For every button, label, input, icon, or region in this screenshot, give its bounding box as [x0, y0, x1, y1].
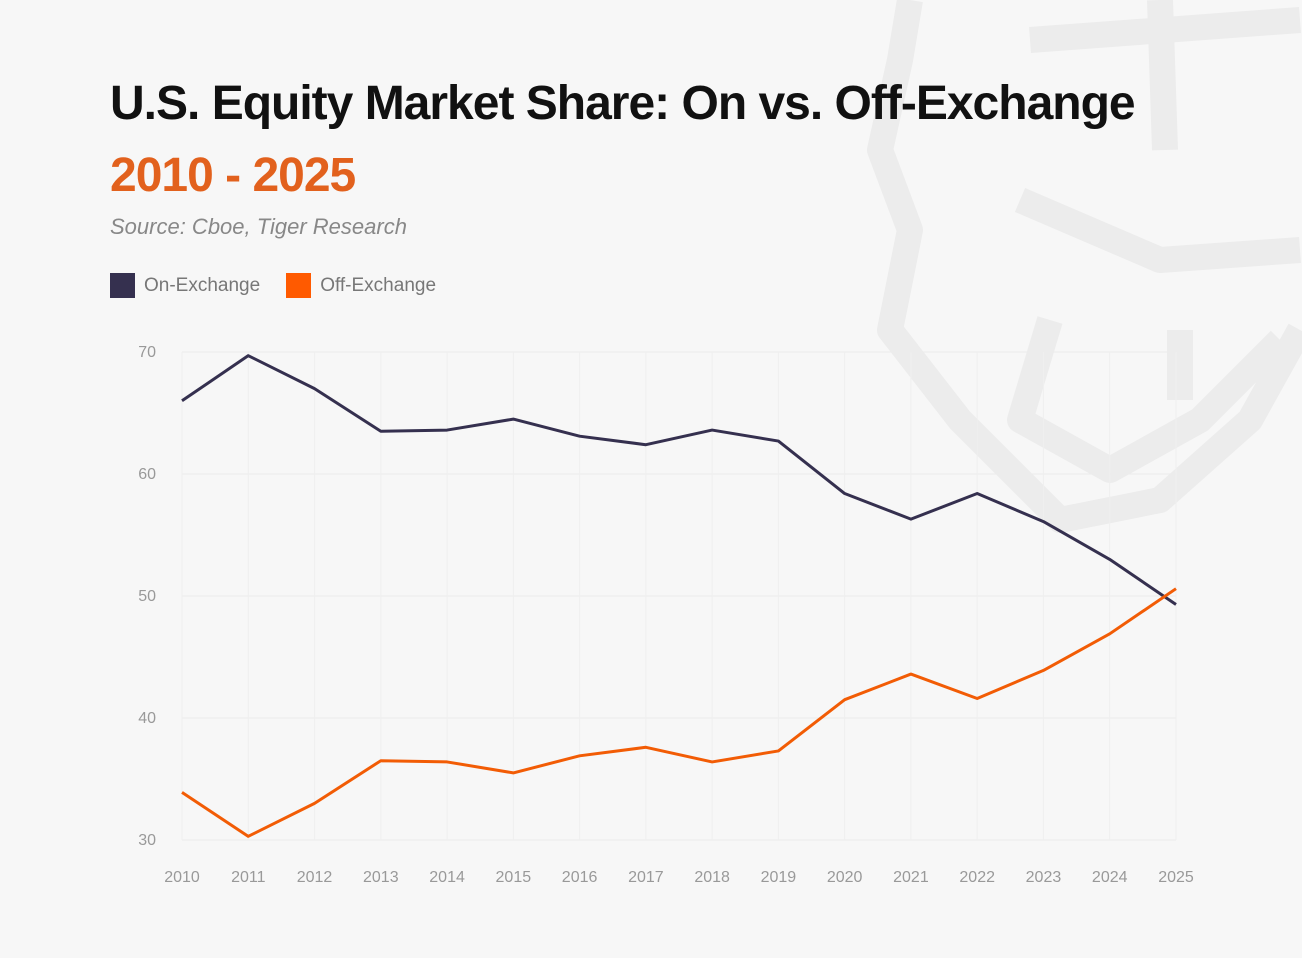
x-tick-label: 2011 — [231, 869, 266, 886]
x-tick-label: 2019 — [761, 869, 797, 886]
x-tick-label: 2012 — [297, 869, 333, 886]
x-tick-label: 2014 — [429, 869, 465, 886]
legend-item-off-exchange: Off-Exchange — [286, 273, 436, 298]
y-tick-label: 30 — [138, 832, 156, 849]
x-tick-label: 2017 — [628, 869, 664, 886]
x-tick-label: 2025 — [1158, 869, 1194, 886]
x-tick-label: 2013 — [363, 869, 399, 886]
x-tick-label: 2015 — [496, 869, 532, 886]
legend-swatch-on-exchange — [110, 273, 135, 298]
x-tick-label: 2018 — [694, 869, 730, 886]
chart-subtitle: 2010 - 2025 — [110, 149, 356, 202]
x-tick-label: 2024 — [1092, 869, 1128, 886]
legend-label: On-Exchange — [144, 274, 261, 296]
y-tick-label: 40 — [138, 710, 156, 727]
x-tick-label: 2020 — [827, 869, 863, 886]
x-tick-label: 2022 — [959, 869, 995, 886]
x-tick-label: 2016 — [562, 869, 598, 886]
x-tick-label: 2010 — [164, 869, 200, 886]
legend-swatch-off-exchange — [286, 273, 312, 298]
series-line-off-exchange — [181, 587, 1177, 838]
y-tick-label: 50 — [138, 588, 156, 605]
series-line-on-exchange — [181, 354, 1177, 606]
legend-item-on-exchange: On-Exchange — [110, 273, 260, 298]
x-tick-label: 2023 — [1026, 869, 1062, 886]
chart-title: U.S. Equity Market Share: On vs. Off-Exc… — [110, 77, 1136, 130]
y-tick-label: 70 — [138, 344, 156, 361]
legend: On-Exchange Off-Exchange — [110, 273, 462, 298]
legend-label: Off-Exchange — [320, 274, 437, 296]
y-tick-label: 60 — [138, 466, 156, 483]
chart-source: Source: Cboe, Tiger Research — [110, 214, 407, 239]
x-tick-label: 2021 — [893, 869, 929, 886]
